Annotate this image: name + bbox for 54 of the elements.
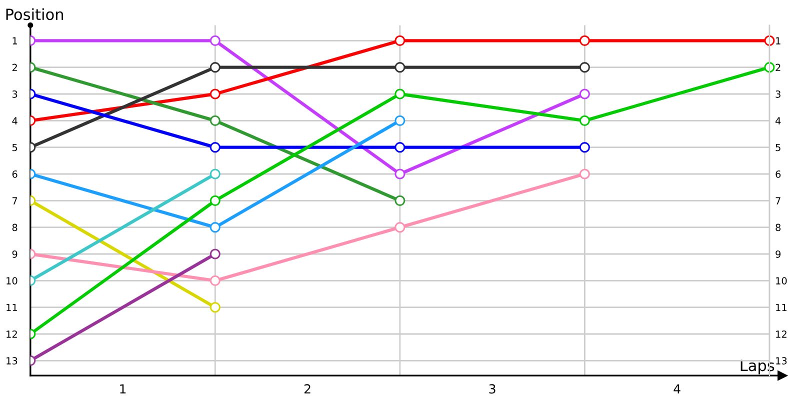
point bbox=[579, 88, 590, 100]
y-tick-label: 11 bbox=[6, 304, 17, 312]
y2-tick-label: 13 bbox=[776, 357, 787, 364]
point bbox=[579, 142, 590, 153]
point bbox=[210, 275, 220, 286]
y2-tick-label: 8 bbox=[776, 224, 781, 232]
y-tick-label: 3 bbox=[12, 90, 18, 98]
point bbox=[210, 142, 220, 153]
point bbox=[579, 35, 590, 46]
y-tick-label: 13 bbox=[6, 357, 18, 364]
point bbox=[210, 35, 220, 46]
x-tick-label: 2 bbox=[304, 384, 310, 394]
y2-tick-label: 7 bbox=[776, 197, 780, 204]
y2-tick-label: 3 bbox=[776, 90, 780, 98]
point bbox=[394, 142, 406, 153]
point bbox=[579, 168, 590, 180]
y-tick-label: 7 bbox=[12, 197, 18, 204]
point bbox=[394, 88, 406, 100]
y2-tick-label: 12 bbox=[776, 330, 786, 338]
y2-tick-label: 4 bbox=[775, 117, 781, 124]
point bbox=[394, 115, 406, 126]
point bbox=[210, 88, 220, 100]
y2-tick-label: 11 bbox=[776, 304, 786, 312]
point bbox=[579, 62, 590, 73]
y-tick-label: 2 bbox=[12, 64, 17, 72]
point bbox=[210, 222, 220, 233]
point bbox=[394, 62, 406, 73]
y2-tick-label: 2 bbox=[776, 64, 780, 72]
x-tick-label: 1 bbox=[120, 384, 126, 394]
y-tick-label: 8 bbox=[12, 224, 18, 232]
y2-tick-label: 10 bbox=[776, 277, 787, 284]
y2-tick-label: 5 bbox=[776, 144, 780, 152]
point bbox=[394, 168, 406, 180]
x-axis-title: Laps bbox=[740, 360, 774, 374]
y-axis-title: Position bbox=[6, 8, 64, 20]
point bbox=[579, 115, 590, 126]
x-tick-label: 3 bbox=[489, 384, 496, 394]
y-tick-label: 6 bbox=[12, 170, 18, 178]
point bbox=[394, 195, 406, 206]
point bbox=[210, 115, 220, 126]
point bbox=[394, 222, 406, 233]
y-tick-label: 12 bbox=[6, 330, 17, 338]
point bbox=[394, 35, 406, 46]
point bbox=[210, 195, 220, 206]
y-tick-label: 10 bbox=[6, 277, 18, 284]
y2-tick-label: 9 bbox=[776, 250, 781, 258]
point bbox=[210, 62, 220, 73]
y-tick-label: 9 bbox=[12, 250, 18, 258]
y2-tick-label: 6 bbox=[776, 170, 781, 178]
y2-tick-label: 1 bbox=[776, 37, 780, 44]
y-tick-label: 1 bbox=[12, 37, 17, 44]
y-tick-label: 4 bbox=[12, 117, 18, 124]
y-tick-label: 5 bbox=[12, 144, 18, 152]
x-tick-label: 4 bbox=[674, 384, 680, 394]
